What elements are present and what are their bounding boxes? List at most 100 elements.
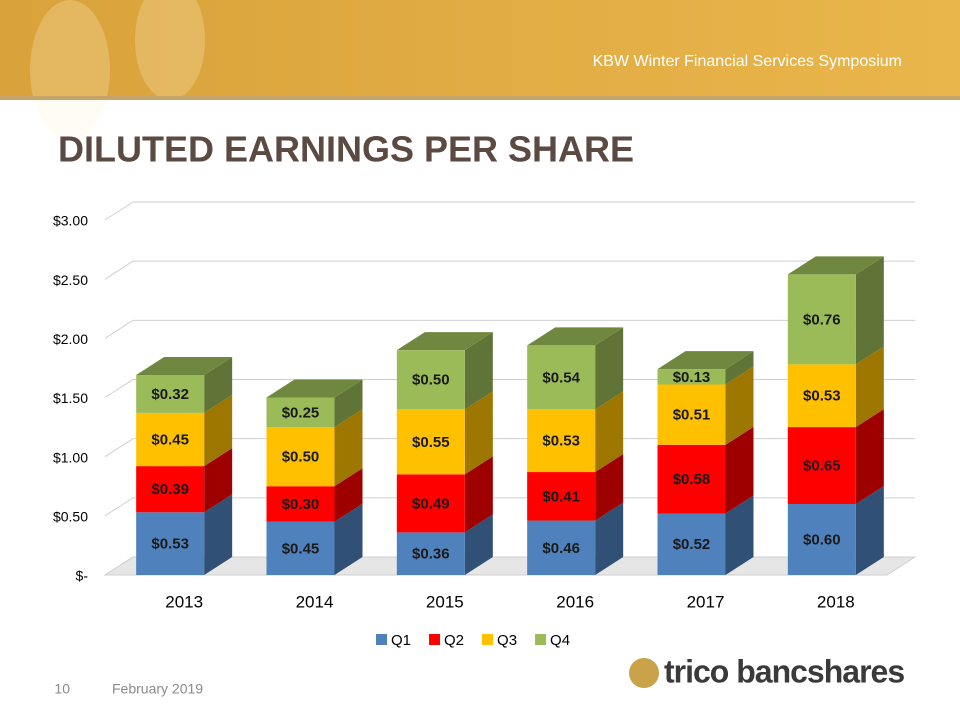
bar bbox=[396, 532, 465, 575]
y-tick-label: $- bbox=[76, 568, 89, 584]
bar-top bbox=[396, 332, 493, 351]
bar-side bbox=[595, 454, 624, 521]
bar bbox=[266, 521, 335, 575]
bar-side bbox=[595, 502, 624, 575]
bar-side bbox=[855, 256, 884, 365]
bar bbox=[527, 409, 596, 473]
y-tick-label: $1.00 bbox=[53, 449, 88, 465]
bar bbox=[266, 397, 335, 428]
value-label: $0.53 bbox=[151, 536, 189, 553]
bar bbox=[657, 444, 726, 514]
bar-side bbox=[725, 351, 754, 385]
bar-side bbox=[334, 468, 363, 522]
value-label: $0.45 bbox=[151, 431, 189, 448]
value-label: $0.50 bbox=[282, 449, 320, 466]
bar bbox=[396, 350, 465, 410]
bar bbox=[266, 427, 335, 487]
header-rule bbox=[0, 96, 960, 100]
bar-side bbox=[204, 357, 233, 413]
bar bbox=[136, 412, 205, 467]
value-label: $0.55 bbox=[412, 434, 450, 451]
header-text: KBW Winter Financial Services Symposium bbox=[593, 53, 902, 70]
legend-swatch bbox=[535, 634, 547, 645]
value-label: $0.32 bbox=[151, 386, 189, 403]
legend-label: Q2 bbox=[444, 632, 464, 649]
value-label: $0.50 bbox=[412, 372, 450, 389]
value-label: $0.76 bbox=[803, 311, 841, 328]
bar bbox=[527, 345, 596, 410]
bar-side bbox=[464, 456, 493, 533]
x-tick-label: 2014 bbox=[296, 592, 334, 611]
page-number: 10 bbox=[54, 681, 70, 697]
bar bbox=[787, 364, 856, 428]
y-tick-label: $1.50 bbox=[53, 390, 88, 406]
bar-side bbox=[464, 332, 493, 410]
bar-side bbox=[855, 409, 884, 504]
bar bbox=[787, 274, 856, 365]
x-tick-label: 2016 bbox=[556, 592, 594, 611]
legend-swatch bbox=[376, 634, 387, 645]
x-tick-label: 2013 bbox=[165, 592, 203, 611]
value-label: $0.36 bbox=[412, 546, 450, 563]
y-tick-label: $2.50 bbox=[53, 272, 88, 288]
bar bbox=[527, 520, 596, 575]
value-label: $0.53 bbox=[542, 433, 580, 450]
legend-label: Q3 bbox=[497, 632, 517, 649]
value-label: $0.45 bbox=[282, 540, 320, 557]
bar-side bbox=[855, 486, 884, 575]
logo-text: trico bancshares bbox=[664, 653, 904, 689]
footer-date: February 2019 bbox=[112, 681, 203, 697]
grid-line bbox=[104, 319, 915, 339]
bar-side bbox=[464, 391, 493, 475]
bar-side bbox=[204, 394, 233, 467]
bar-side bbox=[855, 346, 884, 428]
value-label: $0.41 bbox=[542, 488, 580, 505]
value-label: $0.53 bbox=[803, 388, 841, 405]
bar bbox=[787, 427, 856, 504]
bar-top bbox=[787, 256, 884, 275]
grid-line bbox=[104, 201, 915, 221]
bar bbox=[266, 486, 335, 522]
grid-line bbox=[104, 556, 915, 576]
bar-side bbox=[725, 426, 754, 514]
value-label: $0.65 bbox=[803, 458, 841, 475]
value-label: $0.13 bbox=[673, 369, 711, 386]
bar bbox=[396, 474, 465, 533]
legend-swatch bbox=[482, 634, 494, 645]
value-label: $0.51 bbox=[673, 407, 711, 424]
value-label: $0.52 bbox=[673, 536, 711, 553]
bar-top bbox=[657, 351, 754, 370]
value-label: $0.58 bbox=[673, 471, 711, 488]
x-tick-label: 2018 bbox=[817, 592, 855, 611]
y-tick-label: $3.00 bbox=[53, 213, 88, 229]
bar-top bbox=[136, 357, 233, 376]
header-ornament bbox=[30, 0, 205, 140]
bar-side bbox=[464, 514, 493, 575]
bar bbox=[657, 384, 726, 445]
grid-line bbox=[104, 497, 915, 517]
bar bbox=[787, 504, 856, 575]
logo: trico bancshares bbox=[629, 653, 905, 689]
legend-label: Q4 bbox=[550, 632, 570, 649]
value-label: $0.49 bbox=[412, 495, 450, 512]
legend-swatch bbox=[429, 634, 441, 645]
bar-side bbox=[725, 366, 754, 445]
bar-side bbox=[334, 409, 363, 487]
value-label: $0.54 bbox=[542, 369, 580, 386]
value-label: $0.30 bbox=[282, 496, 320, 513]
grid-line bbox=[104, 260, 915, 280]
value-label: $0.60 bbox=[803, 531, 841, 548]
chart-title: DILUTED EARNINGS PER SHARE bbox=[58, 129, 634, 170]
bar-top bbox=[527, 327, 624, 346]
bar-side bbox=[204, 448, 233, 513]
bar-side bbox=[595, 327, 624, 410]
value-label: $0.25 bbox=[282, 404, 320, 421]
bar-side bbox=[204, 494, 233, 575]
bar-top bbox=[266, 379, 363, 398]
value-label: $0.39 bbox=[151, 481, 189, 498]
bar-side bbox=[725, 495, 754, 575]
header-band bbox=[0, 0, 960, 96]
bar bbox=[657, 513, 726, 575]
bar bbox=[136, 512, 205, 575]
legend-label: Q1 bbox=[391, 632, 411, 649]
